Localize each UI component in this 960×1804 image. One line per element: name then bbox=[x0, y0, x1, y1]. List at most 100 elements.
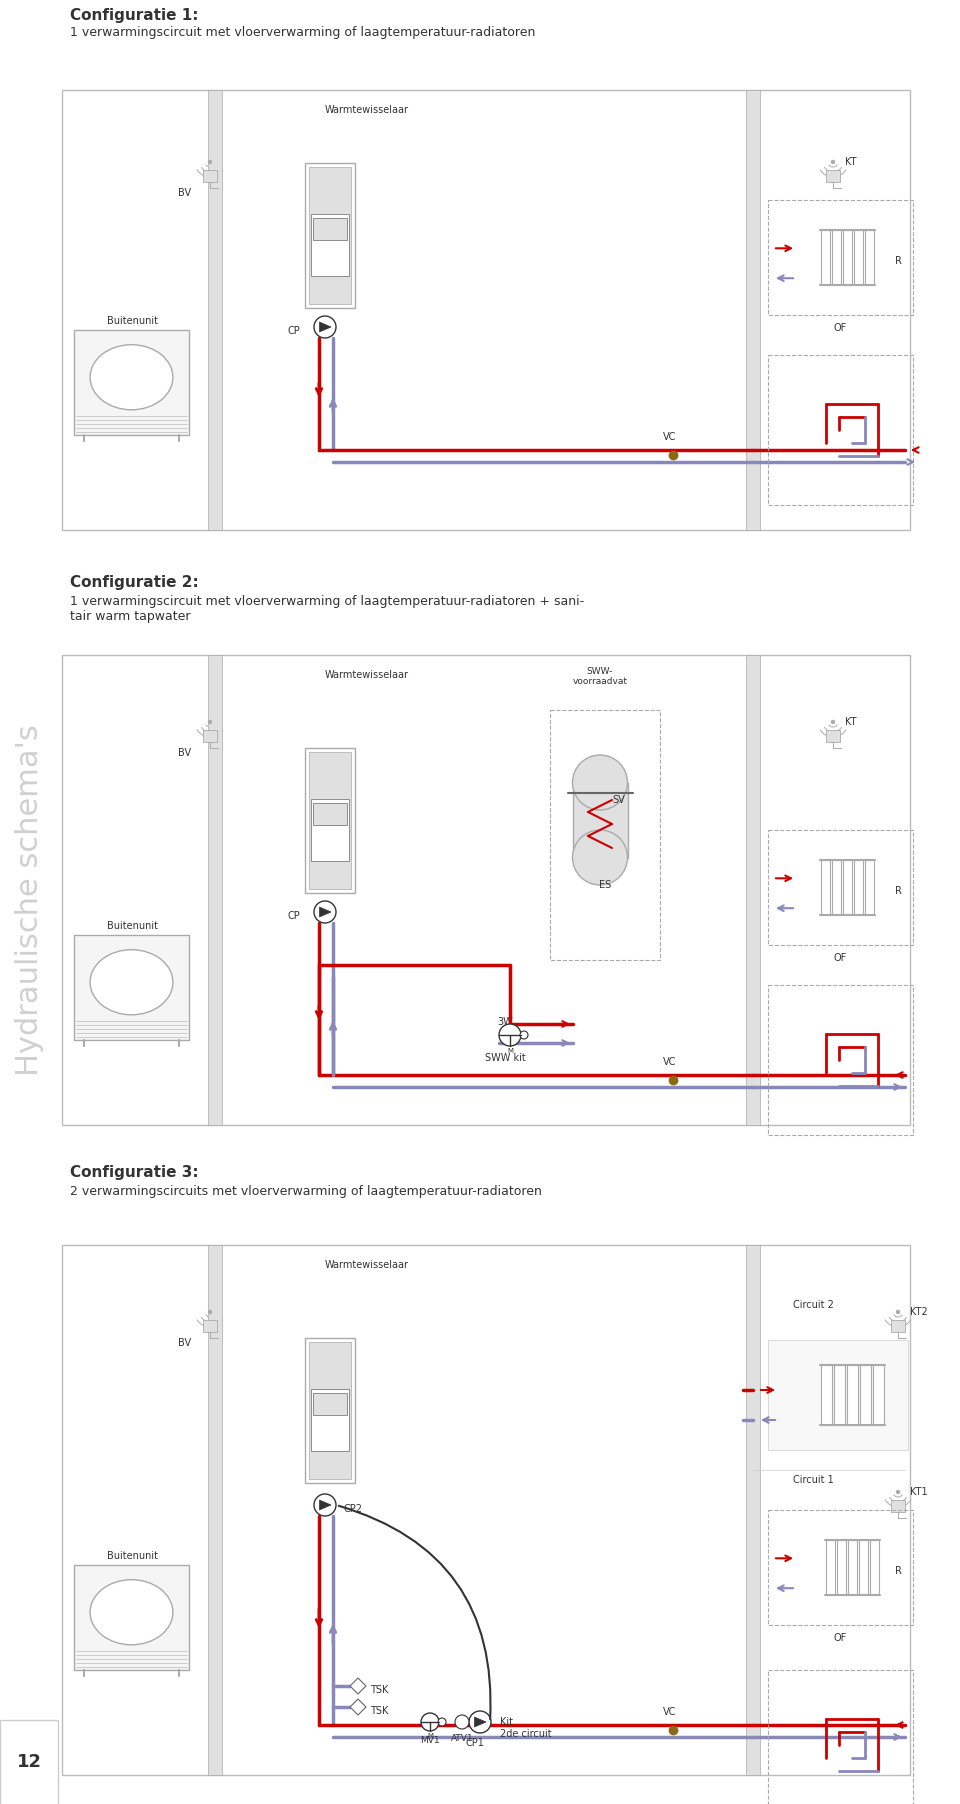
Bar bbox=[768, 1510, 913, 1625]
Ellipse shape bbox=[90, 1580, 173, 1645]
Text: Circuit 1: Circuit 1 bbox=[793, 1476, 833, 1485]
Circle shape bbox=[455, 1716, 469, 1728]
Text: Buitenunit: Buitenunit bbox=[107, 1551, 157, 1560]
Bar bbox=[62, 90, 910, 530]
Bar bbox=[768, 355, 913, 505]
Bar bbox=[313, 803, 347, 824]
Ellipse shape bbox=[572, 830, 628, 886]
Bar bbox=[62, 655, 910, 1126]
Bar bbox=[311, 1389, 349, 1450]
Text: Circuit 2: Circuit 2 bbox=[793, 1301, 834, 1310]
Bar bbox=[873, 1366, 883, 1425]
Text: Warmtewisselaar: Warmtewisselaar bbox=[325, 1259, 409, 1270]
Bar bbox=[313, 218, 347, 240]
Bar bbox=[74, 1566, 189, 1671]
Bar bbox=[832, 861, 841, 915]
Text: CP: CP bbox=[287, 911, 300, 922]
Text: Buitenunit: Buitenunit bbox=[107, 316, 157, 327]
Bar bbox=[203, 170, 217, 182]
Bar bbox=[208, 655, 222, 1126]
Text: OF: OF bbox=[834, 953, 847, 963]
Text: VC: VC bbox=[663, 431, 677, 442]
Bar bbox=[0, 1719, 58, 1804]
Bar bbox=[891, 1321, 905, 1331]
Text: OF: OF bbox=[834, 1633, 847, 1643]
Circle shape bbox=[499, 1025, 521, 1046]
Bar bbox=[768, 1671, 913, 1804]
Text: CP2: CP2 bbox=[343, 1505, 362, 1514]
Text: 1 verwarmingscircuit met vloerverwarming of laagtemperatuur-radiatoren: 1 verwarmingscircuit met vloerverwarming… bbox=[70, 25, 536, 40]
Bar bbox=[859, 1366, 871, 1425]
Bar bbox=[305, 747, 355, 893]
Text: 1 verwarmingscircuit met vloerverwarming of laagtemperatuur-radiatoren + sani-
t: 1 verwarmingscircuit met vloerverwarming… bbox=[70, 595, 584, 622]
Text: Hydraulische schema's: Hydraulische schema's bbox=[15, 723, 44, 1075]
Bar bbox=[309, 752, 351, 889]
Bar bbox=[203, 731, 217, 741]
Circle shape bbox=[208, 720, 211, 723]
Text: R: R bbox=[895, 886, 901, 897]
Bar bbox=[309, 166, 351, 303]
Circle shape bbox=[831, 161, 834, 164]
Bar bbox=[832, 229, 841, 285]
Bar bbox=[746, 655, 760, 1126]
Bar bbox=[854, 229, 863, 285]
Circle shape bbox=[208, 161, 211, 164]
Bar bbox=[865, 861, 875, 915]
Bar bbox=[843, 229, 852, 285]
Bar bbox=[826, 170, 840, 182]
Bar bbox=[305, 1337, 355, 1483]
Bar bbox=[768, 1340, 908, 1450]
Text: BV: BV bbox=[179, 188, 192, 198]
Text: ES: ES bbox=[599, 880, 612, 889]
Bar bbox=[746, 90, 760, 530]
Text: CP: CP bbox=[287, 327, 300, 336]
Polygon shape bbox=[320, 323, 331, 332]
Text: BV: BV bbox=[179, 749, 192, 758]
Polygon shape bbox=[350, 1678, 366, 1694]
Ellipse shape bbox=[90, 345, 173, 410]
Bar bbox=[62, 1245, 910, 1775]
Bar bbox=[821, 861, 830, 915]
Bar bbox=[311, 799, 349, 861]
Bar bbox=[836, 1541, 846, 1595]
Text: 3W: 3W bbox=[497, 1017, 513, 1026]
Bar bbox=[821, 1366, 831, 1425]
Bar bbox=[208, 90, 222, 530]
Bar bbox=[826, 731, 840, 741]
Bar bbox=[74, 934, 189, 1039]
Circle shape bbox=[314, 1494, 336, 1515]
Circle shape bbox=[831, 720, 834, 723]
Text: VC: VC bbox=[663, 1707, 677, 1717]
Text: Warmtewisselaar: Warmtewisselaar bbox=[325, 669, 409, 680]
Text: Configuratie 1:: Configuratie 1: bbox=[70, 7, 199, 23]
Bar bbox=[746, 1245, 760, 1775]
Text: M: M bbox=[427, 1734, 433, 1739]
Text: SWW kit: SWW kit bbox=[485, 1054, 525, 1063]
Text: SWW-
voorraadvat: SWW- voorraadvat bbox=[572, 667, 628, 686]
Text: R: R bbox=[895, 256, 901, 267]
Text: BV: BV bbox=[179, 1339, 192, 1348]
Text: CP1: CP1 bbox=[466, 1737, 485, 1748]
Circle shape bbox=[438, 1717, 446, 1726]
Text: Configuratie 3:: Configuratie 3: bbox=[70, 1165, 199, 1180]
Bar bbox=[768, 830, 913, 945]
Text: KT: KT bbox=[845, 716, 856, 727]
Text: OF: OF bbox=[834, 323, 847, 334]
Bar bbox=[870, 1541, 878, 1595]
Text: TSK: TSK bbox=[370, 1707, 389, 1716]
Bar bbox=[74, 330, 189, 435]
Bar bbox=[821, 229, 830, 285]
Bar bbox=[305, 162, 355, 307]
Bar bbox=[854, 861, 863, 915]
Circle shape bbox=[897, 1490, 900, 1494]
Text: KT: KT bbox=[845, 157, 856, 168]
Text: ATV1: ATV1 bbox=[450, 1734, 473, 1743]
Text: Warmtewisselaar: Warmtewisselaar bbox=[325, 105, 409, 115]
Circle shape bbox=[469, 1710, 491, 1734]
Text: Kit
2de circuit: Kit 2de circuit bbox=[500, 1717, 552, 1739]
Bar bbox=[768, 985, 913, 1135]
Text: SV: SV bbox=[612, 796, 625, 805]
Bar bbox=[865, 229, 875, 285]
Text: KT1: KT1 bbox=[910, 1486, 927, 1497]
Circle shape bbox=[421, 1714, 439, 1732]
